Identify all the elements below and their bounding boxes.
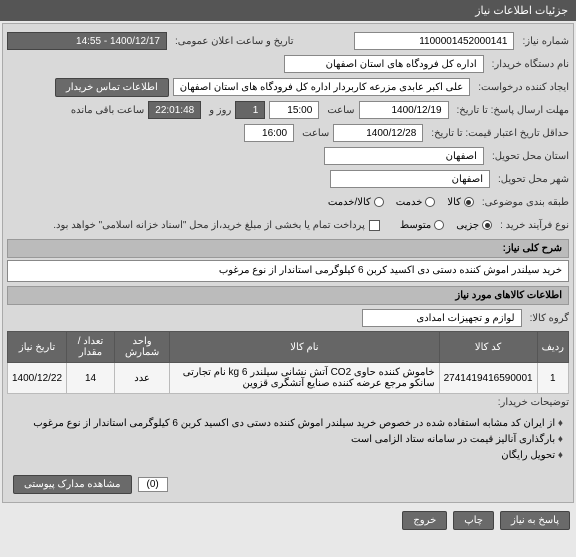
contact-button[interactable]: اطلاعات تماس خریدار	[55, 78, 169, 97]
payment-note: پرداخت تمام یا بخشی از مبلغ خرید،از محل …	[49, 220, 365, 231]
validity-date: 1400/12/28	[333, 124, 423, 142]
cell-qty: 14	[67, 363, 115, 394]
desc-header: شرح کلی نیاز:	[7, 239, 569, 258]
th-unit: واحد شمارش	[114, 332, 169, 363]
buyer-org-label: نام دستگاه خریدار:	[488, 59, 569, 70]
items-table: ردیف کد کالا نام کالا واحد شمارش تعداد /…	[7, 331, 569, 394]
announce-label: تاریخ و ساعت اعلان عمومی:	[171, 36, 294, 47]
requester-label: ایجاد کننده درخواست:	[474, 82, 569, 93]
city-label: شهر محل تحویل:	[494, 174, 569, 185]
exit-button[interactable]: خروج	[402, 511, 447, 530]
cell-date: 1400/12/22	[8, 363, 67, 394]
category-label: طبقه بندی موضوعی:	[478, 197, 569, 208]
time-remaining: 22:01:48	[148, 101, 201, 119]
cell-idx: 1	[537, 363, 568, 394]
radio-med[interactable]: متوسط	[400, 220, 444, 231]
window-title: جزئیات اطلاعات نیاز	[0, 0, 576, 21]
main-panel: شماره نیاز: 1100001452000141 تاریخ و ساع…	[2, 23, 574, 503]
deadline-date: 1400/12/19	[359, 101, 449, 119]
buyer-notes: از ایران کد مشابه استفاده شده در خصوص خر…	[27, 412, 569, 468]
group-label: گروه کالا:	[526, 313, 569, 324]
radio-low[interactable]: جزیی	[456, 220, 492, 231]
view-attachments-button[interactable]: مشاهده مدارک پیوستی	[13, 475, 132, 494]
payment-checkbox[interactable]	[369, 220, 380, 231]
table-row: 1 2741419416590001 خاموش کننده حاوی CO2 …	[8, 363, 569, 394]
announce-value: 1400/12/17 - 14:55	[7, 32, 167, 50]
cell-name: خاموش کننده حاوی CO2 آتش نشانی سیلندر kg…	[170, 363, 439, 394]
radio-goods[interactable]: کالا	[447, 197, 474, 208]
items-header: اطلاعات کالاهای مورد نیاز	[7, 286, 569, 305]
need-no-label: شماره نیاز:	[518, 36, 569, 47]
desc-text: خرید سیلندر اموش کننده دستی دی اکسید کرب…	[7, 260, 569, 282]
validity-label: حداقل تاریخ اعتبار قیمت: تا تاریخ:	[427, 128, 569, 139]
remain-label: ساعت باقی مانده	[67, 105, 144, 116]
province-label: استان محل تحویل:	[488, 151, 569, 162]
reply-button[interactable]: پاسخ به نیاز	[500, 511, 570, 530]
cell-unit: عدد	[114, 363, 169, 394]
radio-service[interactable]: خدمت	[396, 197, 436, 208]
print-button[interactable]: چاپ	[453, 511, 494, 530]
attach-count: (0)	[138, 477, 168, 492]
note-2: بارگذاری آنالیز قیمت در سامانه ستاد الزا…	[33, 432, 563, 448]
th-idx: ردیف	[537, 332, 568, 363]
note-1: از ایران کد مشابه استفاده شده در خصوص خر…	[33, 416, 563, 432]
deadline-time: 15:00	[269, 101, 319, 119]
days-label: روز و	[205, 105, 231, 116]
category-radio-group: کالا خدمت کالا/خدمت	[328, 197, 474, 208]
validity-time: 16:00	[244, 124, 294, 142]
radio-both[interactable]: کالا/خدمت	[328, 197, 384, 208]
validity-time-label: ساعت	[298, 128, 329, 139]
th-qty: تعداد / مقدار	[67, 332, 115, 363]
days-remaining: 1	[235, 101, 265, 119]
th-date: تاریخ نیاز	[8, 332, 67, 363]
group-value: لوازم و تجهیزات امدادی	[362, 309, 522, 327]
province-value: اصفهان	[324, 147, 484, 165]
city-value: اصفهان	[330, 170, 490, 188]
process-radio-group: جزیی متوسط	[400, 220, 492, 231]
need-no-value: 1100001452000141	[354, 32, 514, 50]
note-3: تحویل رایگان	[33, 448, 563, 464]
notes-label: توضیحات خریدار:	[494, 397, 569, 408]
footer-buttons: پاسخ به نیاز چاپ خروج	[0, 505, 576, 536]
cell-code: 2741419416590001	[439, 363, 537, 394]
th-name: نام کالا	[170, 332, 439, 363]
buyer-org-value: اداره کل فرودگاه های استان اصفهان	[284, 55, 484, 73]
deadline-label: مهلت ارسال پاسخ: تا تاریخ:	[453, 105, 569, 116]
requester-value: علی اکبر عابدی مزرعه کاربردار اداره کل ف…	[173, 78, 470, 96]
deadline-time-label: ساعت	[323, 105, 354, 116]
th-code: کد کالا	[439, 332, 537, 363]
process-label: نوع فرآیند خرید :	[496, 220, 569, 231]
